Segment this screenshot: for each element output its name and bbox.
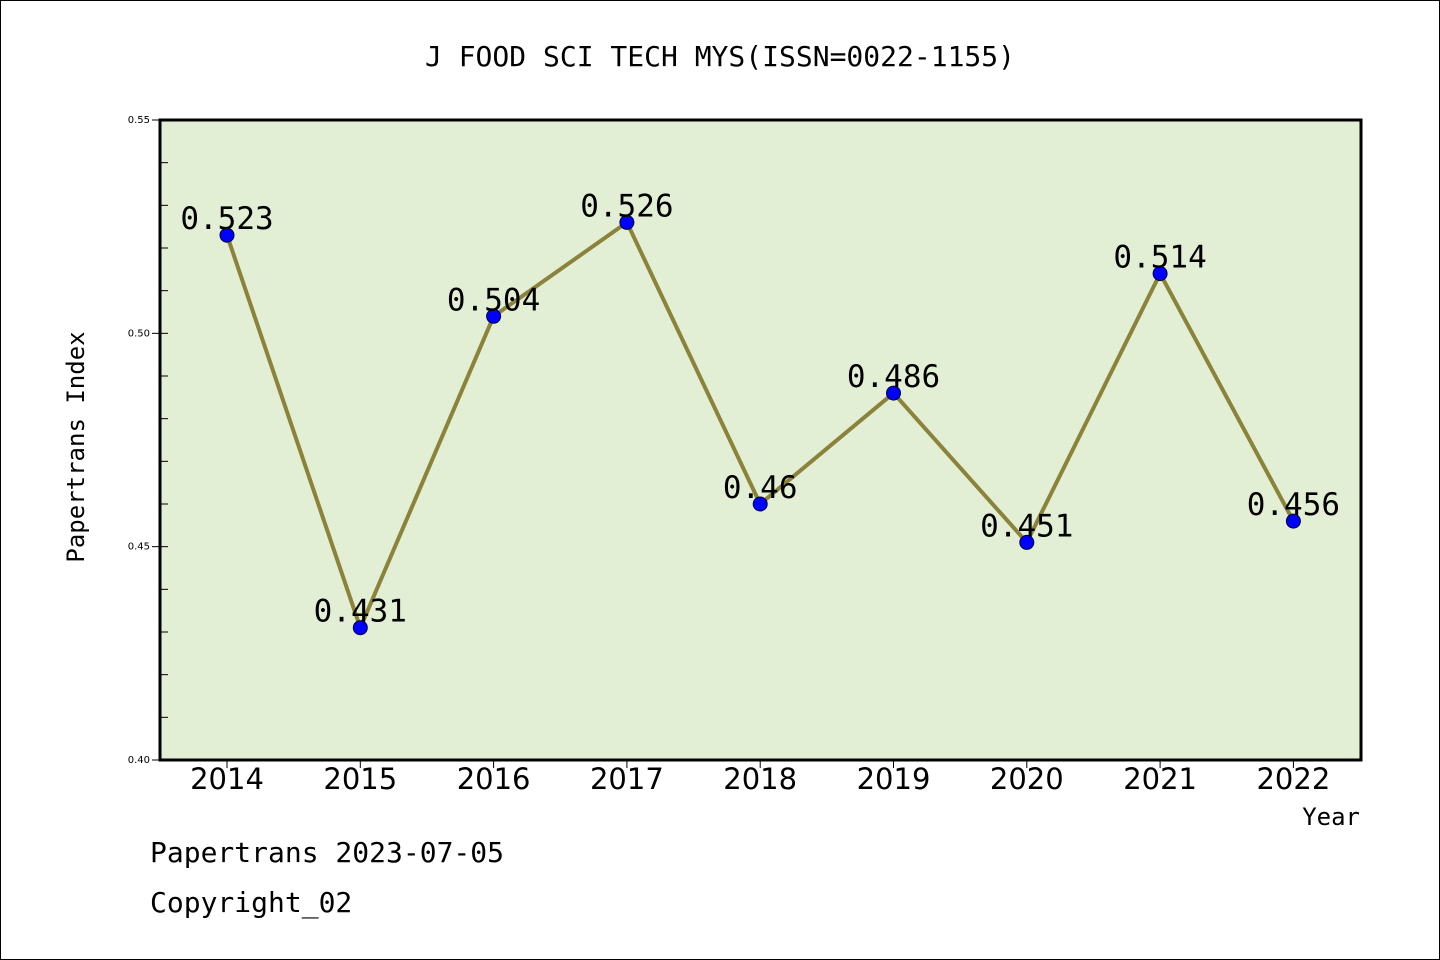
data-point: [1152, 266, 1168, 282]
data-label: 0.486: [847, 359, 940, 395]
y-axis-label: Papertrans Index: [62, 331, 90, 562]
x-tick-label: 2021: [1123, 762, 1197, 796]
y-tick-label: 0.55: [128, 115, 150, 126]
x-tick-label: 2018: [723, 762, 797, 796]
x-tick-label: 2017: [590, 762, 664, 796]
data-point: [1019, 534, 1035, 550]
x-tick-label: 2019: [857, 762, 931, 796]
footer-copyright: Copyright_02: [150, 886, 353, 919]
data-point: [886, 385, 901, 401]
x-axis-label: Year: [1302, 803, 1360, 831]
data-label: 0.504: [447, 282, 540, 318]
data-point: [619, 214, 635, 230]
y-tick-label: 0.45: [128, 542, 150, 553]
x-tick-label: 2016: [457, 762, 531, 796]
data-point: [752, 496, 768, 512]
data-label: 0.523: [180, 201, 273, 237]
data-markers: [219, 214, 1301, 636]
data-label: 0.526: [580, 188, 673, 224]
data-point: [352, 620, 368, 636]
y-tick-label: 0.40: [128, 755, 150, 766]
y-minor-ticks: [160, 162, 168, 718]
plot-area: [158, 118, 1363, 762]
data-labels: 0.523 0.431 0.504 0.526 0.46 0.486 0.451 0.514 0…: [180, 188, 1340, 629]
data-point: [486, 308, 502, 324]
y-axis-ticks: 0.40 0.45 0.50 0.55: [128, 115, 160, 766]
x-tick-label: 2022: [1256, 762, 1330, 796]
data-label: 0.46: [723, 470, 798, 506]
chart-title: J FOOD SCI TECH MYS(ISSN=0022-1155): [425, 40, 1015, 73]
x-tick-label: 2015: [323, 762, 397, 796]
x-axis-ticks: 2014 2015 2016 2017 2018 2019 2020 2021 2022: [190, 760, 1330, 796]
x-tick-label: 2014: [190, 762, 264, 796]
data-point: [219, 227, 235, 243]
x-tick-label: 2020: [990, 762, 1064, 796]
y-tick-label: 0.50: [128, 328, 150, 339]
data-label: 0.514: [1113, 240, 1206, 276]
footer-date: Papertrans 2023-07-05: [150, 836, 505, 869]
data-label: 0.456: [1247, 487, 1340, 523]
data-label: 0.451: [980, 508, 1073, 544]
data-point: [1285, 513, 1301, 529]
data-label: 0.431: [314, 594, 407, 630]
